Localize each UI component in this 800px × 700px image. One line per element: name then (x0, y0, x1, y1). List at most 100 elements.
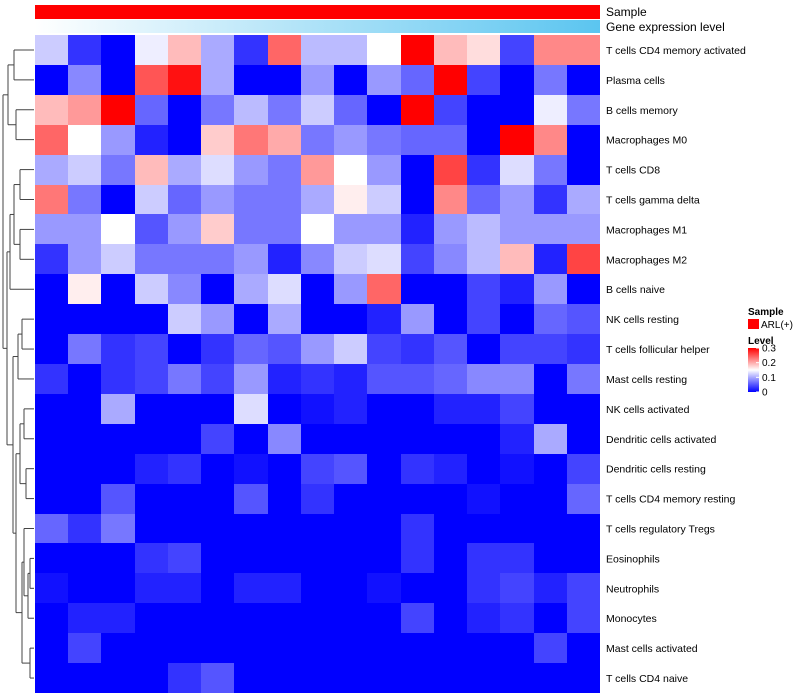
heatmap-cell (500, 125, 534, 155)
heatmap-cell (534, 514, 567, 543)
heatmap-cell (168, 65, 201, 95)
heatmap-cell (401, 334, 434, 364)
heatmap-cell (500, 484, 534, 514)
heatmap-cell (35, 214, 68, 244)
row-labels: T cells CD4 memory activated Plasma cells… (606, 45, 746, 685)
heatmap-cell (567, 125, 600, 155)
heatmap-cell (567, 454, 600, 484)
heatmap-cell (467, 663, 500, 693)
heatmap-cells (35, 35, 600, 693)
heatmap-cell (434, 543, 467, 573)
heatmap-cell (268, 364, 301, 394)
row-label: Neutrophils (606, 583, 659, 595)
row-label: NK cells resting (606, 314, 679, 326)
heatmap-cell (534, 364, 567, 394)
heatmap-cell (201, 543, 234, 573)
heatmap-cell (334, 125, 367, 155)
heatmap-cell (500, 364, 534, 394)
heatmap-cell (301, 573, 334, 603)
heatmap-cell (467, 214, 500, 244)
heatmap-cell (68, 543, 101, 573)
heatmap-cell (135, 514, 168, 543)
heatmap-cell (567, 543, 600, 573)
heatmap-cell (101, 244, 135, 274)
heatmap-cell (35, 155, 68, 185)
heatmap-cell (534, 274, 567, 304)
heatmap-cell (168, 424, 201, 454)
heatmap-cell (301, 35, 334, 65)
heatmap-cell (334, 603, 367, 633)
heatmap-cell (334, 244, 367, 274)
heatmap-cell (301, 125, 334, 155)
heatmap-cell (135, 304, 168, 334)
heatmap-cell (467, 484, 500, 514)
row-label: Dendritic cells activated (606, 434, 716, 446)
heatmap-cell (467, 155, 500, 185)
heatmap-cell (35, 633, 68, 663)
heatmap-cell (68, 514, 101, 543)
heatmap-cell (101, 663, 135, 693)
heatmap-cell (301, 454, 334, 484)
heatmap-cell (135, 663, 168, 693)
heatmap-cell (567, 514, 600, 543)
heatmap-cell (401, 633, 434, 663)
heatmap-cell (101, 484, 135, 514)
heatmap-cell (401, 454, 434, 484)
heatmap-cell (168, 95, 201, 125)
heatmap-cell (567, 95, 600, 125)
row-label: Macrophages M1 (606, 224, 687, 236)
heatmap-cell (268, 185, 301, 214)
heatmap-cell (534, 244, 567, 274)
heatmap-cell (534, 125, 567, 155)
heatmap-cell (401, 155, 434, 185)
heatmap-cell (268, 244, 301, 274)
heatmap-cell (234, 125, 268, 155)
heatmap-cell (500, 334, 534, 364)
heatmap-cell (201, 424, 234, 454)
heatmap-cell (101, 274, 135, 304)
heatmap-cell (534, 484, 567, 514)
heatmap-cell (500, 35, 534, 65)
heatmap-cell (467, 633, 500, 663)
heatmap-cell (434, 424, 467, 454)
heatmap-cell (35, 125, 68, 155)
heatmap-cell (367, 364, 401, 394)
heatmap-cell (68, 364, 101, 394)
heatmap-cell (35, 424, 68, 454)
heatmap-cell (567, 603, 600, 633)
heatmap-cell (268, 65, 301, 95)
legend-sample-title: Sample (748, 307, 784, 318)
heatmap-cell (334, 95, 367, 125)
heatmap-cell (135, 35, 168, 65)
heatmap-cell (467, 125, 500, 155)
heatmap-cell (534, 394, 567, 424)
heatmap-cell (401, 663, 434, 693)
heatmap-cell (401, 543, 434, 573)
heatmap-cell (268, 334, 301, 364)
heatmap-cell (434, 185, 467, 214)
heatmap-cell (467, 65, 500, 95)
gene-expression-annotation-label: Gene expression level (606, 20, 725, 34)
heatmap-cell (367, 244, 401, 274)
heatmap-cell (68, 244, 101, 274)
heatmap-cell (401, 65, 434, 95)
heatmap-cell (334, 484, 367, 514)
legend-tick-label: 0.2 (762, 358, 776, 369)
heatmap-cell (101, 424, 135, 454)
heatmap-cell (301, 394, 334, 424)
heatmap-cell (168, 364, 201, 394)
heatmap-cell (101, 65, 135, 95)
heatmap-cell (135, 214, 168, 244)
heatmap-cell (68, 484, 101, 514)
heatmap-cell (234, 663, 268, 693)
heatmap-cell (201, 185, 234, 214)
heatmap-cell (534, 424, 567, 454)
heatmap-cell (434, 274, 467, 304)
heatmap-cell (201, 334, 234, 364)
heatmap-cell (500, 663, 534, 693)
heatmap-cell (301, 603, 334, 633)
heatmap-cell (334, 394, 367, 424)
heatmap-cell (234, 214, 268, 244)
heatmap-cell (301, 274, 334, 304)
heatmap-cell (334, 214, 367, 244)
